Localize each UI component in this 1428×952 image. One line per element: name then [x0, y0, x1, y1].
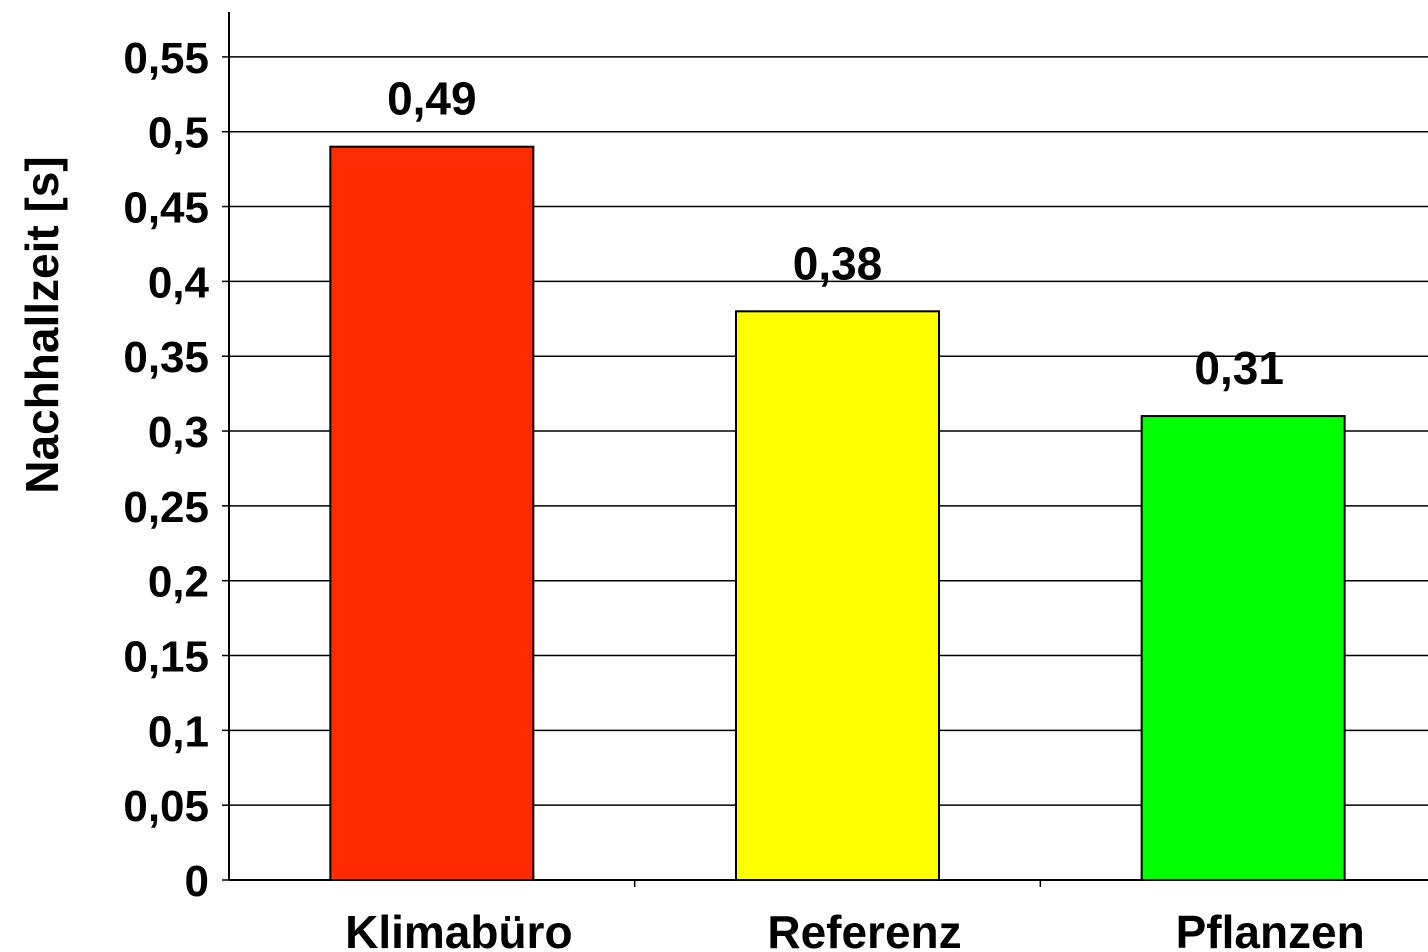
category-label: Klimabüro — [345, 906, 572, 952]
bar-value-label: 0,49 — [387, 73, 477, 125]
y-tick-label: 0,55 — [123, 34, 209, 83]
y-tick-label: 0,25 — [123, 483, 209, 532]
y-tick-label: 0,15 — [123, 633, 209, 682]
value-labels: 0,49 0,38 0,31 — [387, 73, 1284, 394]
y-tick-label: 0,35 — [123, 333, 209, 382]
axes — [222, 12, 1428, 887]
category-label: Referenz — [767, 906, 961, 952]
y-tick-label: 0,1 — [148, 707, 209, 756]
y-tick-label: 0,45 — [123, 184, 209, 233]
y-tick-label: 0 — [185, 857, 209, 906]
bar-1 — [329, 145, 535, 882]
category-labels: Klimabüro Referenz Pflanzen — [345, 906, 1365, 952]
y-tick-label: 0,5 — [148, 109, 209, 158]
y-tick-labels: 0 0,05 0,1 0,15 0,2 0,25 0,3 0,35 0,4 0,45 0,5 0,55 — [123, 34, 209, 906]
y-tick-label: 0,3 — [148, 408, 209, 457]
y-tick-label: 0,4 — [148, 258, 210, 307]
bar-value-label: 0,31 — [1194, 342, 1284, 394]
y-tick-label: 0,05 — [123, 782, 209, 831]
y-axis-label: Nachhallzeit [s] — [16, 156, 68, 493]
y-tick-label: 0,2 — [148, 558, 209, 607]
bars — [329, 145, 1346, 882]
bar-2 — [735, 310, 940, 881]
bar-value-label: 0,38 — [793, 237, 883, 289]
category-label: Pflanzen — [1176, 906, 1365, 952]
bar-3 — [1140, 415, 1346, 881]
